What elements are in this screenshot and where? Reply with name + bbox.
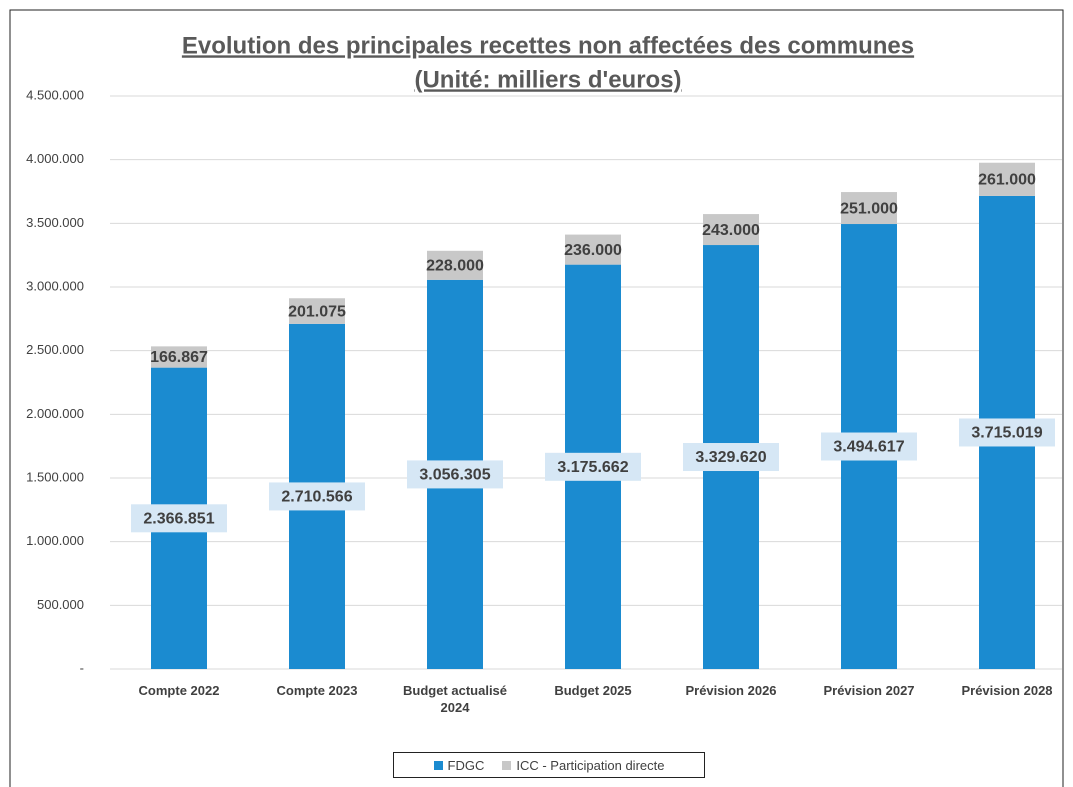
y-tick-label: 3.000.000: [26, 278, 84, 293]
legend-item: FDGC: [433, 757, 485, 773]
data-label: 228.000: [426, 258, 484, 275]
x-tick-label: Budget actualisé 2024: [402, 683, 508, 715]
y-tick-label: 1.500.000: [26, 469, 84, 484]
data-label-box: [407, 460, 503, 489]
data-label: 243.000: [702, 222, 760, 239]
data-label: 251.000: [840, 200, 898, 217]
bar-segment: [151, 346, 207, 368]
x-tick-label: Budget 2025: [554, 683, 632, 698]
bar-segment: [841, 192, 897, 225]
legend-item: ICC - Participation directe: [502, 758, 664, 773]
y-tick-label: 4.000.000: [26, 151, 84, 166]
bar-segment: [427, 250, 483, 280]
data-label: 3.494.617: [833, 439, 904, 456]
data-label: 201.075: [288, 303, 346, 320]
bar-segment: [979, 162, 1035, 196]
x-tick-label: Prévision 2026: [685, 683, 777, 698]
x-tick-label: Prévision 2027: [823, 683, 915, 698]
bar-segment: [565, 234, 621, 265]
legend-swatch: [502, 760, 512, 770]
data-label: 261.000: [978, 172, 1036, 189]
x-tick-label: Compte 2023: [276, 683, 358, 698]
data-label: 2.366.851: [143, 511, 214, 528]
data-label-box: [269, 482, 365, 511]
x-tick-label: Compte 2022: [138, 683, 220, 698]
y-tick-label: 1.000.000: [26, 533, 84, 548]
bar-segment: [703, 214, 759, 246]
legend: FDGC ICC - Participation directe: [393, 752, 705, 778]
data-label: 3.175.662: [557, 459, 628, 476]
data-label-box: [959, 418, 1055, 447]
chart-border: [9, 9, 1064, 787]
chart-subtitle: (Unité: milliers d'euros): [414, 66, 681, 93]
data-label: 3.715.019: [971, 425, 1042, 442]
data-label: 3.329.620: [695, 449, 766, 466]
y-tick-label: -: [80, 660, 84, 675]
data-label-box: [683, 443, 779, 472]
data-label-box: [545, 452, 641, 481]
legend-label: FDGC: [447, 757, 485, 773]
data-label: 2.710.566: [281, 489, 352, 506]
y-tick-label: 2.000.000: [26, 406, 84, 421]
data-label: 3.056.305: [419, 467, 490, 484]
chart-title: Evolution des principales recettes non a…: [182, 32, 914, 59]
data-label-box: [131, 504, 227, 533]
data-label: 166.867: [150, 349, 208, 366]
y-tick-label: 500.000: [37, 597, 84, 612]
y-tick-label: 3.500.000: [26, 215, 84, 230]
y-tick-label: 2.500.000: [26, 342, 84, 357]
x-tick-label: Prévision 2028: [961, 683, 1053, 698]
data-label: 236.000: [564, 242, 622, 259]
legend-label: ICC - Participation directe: [516, 757, 665, 773]
data-label-box: [821, 432, 917, 461]
bar-segment: [289, 298, 345, 324]
y-tick-label: 4.500.000: [26, 87, 84, 102]
legend-swatch: [433, 760, 443, 770]
